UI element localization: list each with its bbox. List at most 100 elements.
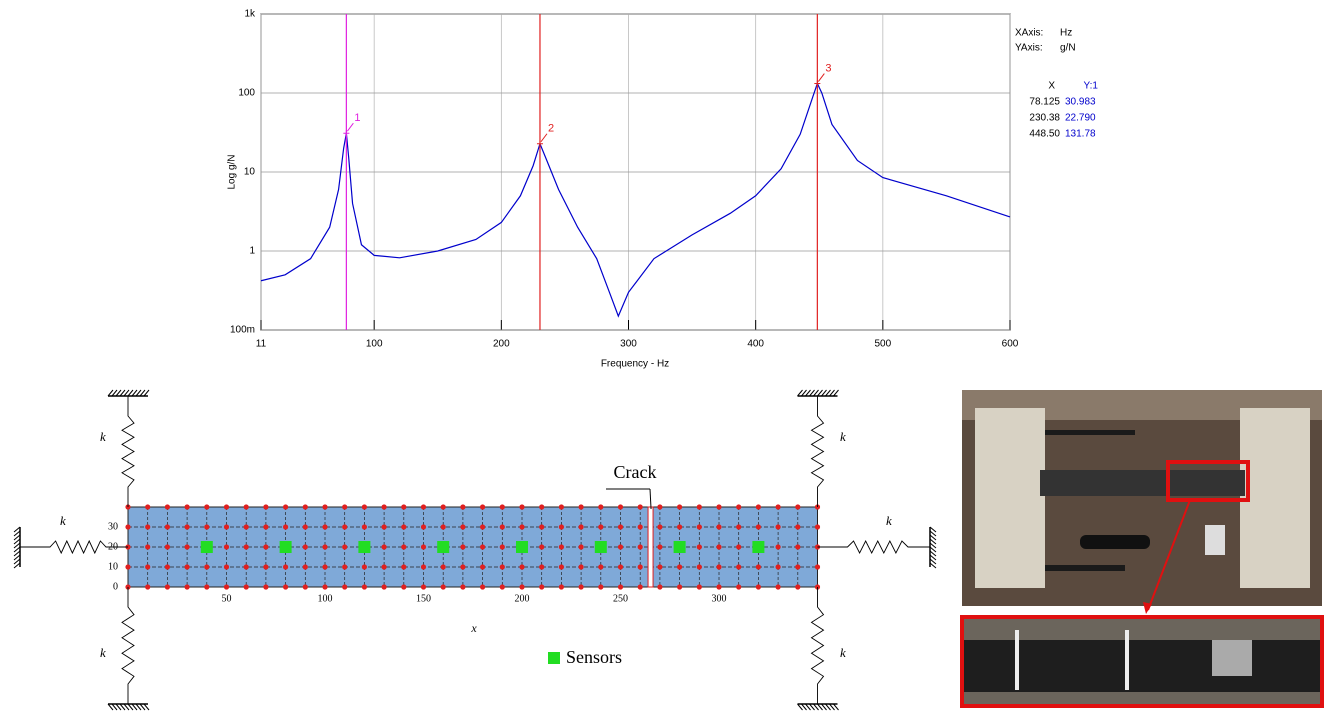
node — [342, 544, 348, 550]
node — [342, 504, 348, 510]
node — [361, 524, 367, 530]
photo — [962, 390, 1322, 614]
node — [617, 584, 624, 590]
node — [263, 584, 269, 590]
node — [381, 564, 387, 570]
ground — [127, 389, 134, 397]
y-tick-label: 30 — [108, 521, 118, 532]
node — [460, 564, 466, 570]
x-tick-label: 11 — [256, 339, 267, 350]
ground — [801, 389, 807, 397]
x-axis-label: x — [470, 621, 477, 635]
node — [539, 564, 545, 570]
ground — [929, 558, 937, 565]
node — [499, 544, 505, 550]
x-axis-label: Frequency - Hz — [601, 359, 669, 370]
photo-zoom — [960, 615, 1324, 708]
node — [204, 524, 210, 530]
node — [696, 564, 702, 570]
ground — [13, 558, 21, 565]
node — [657, 584, 663, 590]
node — [637, 504, 643, 510]
node — [302, 544, 308, 550]
node — [420, 564, 427, 570]
node — [795, 584, 801, 590]
node — [696, 544, 702, 550]
readout-x: 78.125 — [1029, 97, 1060, 108]
x-tick-label: 200 — [515, 593, 530, 604]
node — [519, 504, 525, 510]
node — [558, 524, 565, 530]
node — [480, 544, 486, 550]
marker-label: 1 — [354, 112, 360, 124]
node — [440, 584, 446, 590]
marker-label: 2 — [548, 123, 554, 135]
node — [243, 544, 249, 550]
crack-label: Crack — [614, 462, 657, 482]
node — [401, 584, 407, 590]
node — [440, 504, 446, 510]
ground — [13, 526, 21, 533]
readout-x: 448.50 — [1029, 129, 1060, 140]
node — [716, 584, 722, 590]
ground — [929, 554, 937, 561]
node — [302, 504, 308, 510]
node — [716, 564, 722, 570]
node — [125, 564, 131, 570]
sensor — [673, 541, 686, 553]
node — [775, 524, 781, 530]
node — [696, 504, 702, 510]
spring — [20, 539, 128, 555]
ground — [829, 703, 835, 711]
x-tick-label: 50 — [222, 593, 232, 604]
spring-label: k — [840, 429, 846, 444]
node — [598, 564, 604, 570]
ground — [13, 550, 21, 557]
node — [420, 544, 427, 550]
spring-label: k — [60, 513, 66, 528]
node — [716, 544, 722, 550]
node — [617, 504, 624, 510]
node — [558, 504, 565, 510]
node — [677, 584, 683, 590]
node — [755, 504, 762, 510]
y-tick-label: 100 — [238, 88, 255, 99]
ground — [825, 703, 831, 711]
ground — [135, 703, 142, 711]
node — [263, 544, 269, 550]
ground — [13, 562, 21, 569]
node — [480, 524, 486, 530]
ground — [833, 389, 839, 397]
node — [775, 564, 781, 570]
node — [499, 584, 505, 590]
sensor — [358, 541, 371, 553]
ground — [929, 538, 937, 545]
node — [736, 544, 742, 550]
node — [322, 504, 328, 510]
node — [657, 524, 663, 530]
ground — [107, 389, 114, 397]
node — [480, 584, 486, 590]
node — [539, 524, 545, 530]
ground — [805, 703, 811, 711]
node — [283, 524, 289, 530]
node — [795, 504, 801, 510]
ground — [929, 562, 937, 569]
spring-label: k — [100, 429, 106, 444]
node — [716, 504, 722, 510]
x-tick-label: 250 — [613, 593, 628, 604]
axis-info-key: YAxis: — [1015, 43, 1043, 54]
node — [637, 524, 643, 530]
node — [263, 504, 269, 510]
ground — [929, 546, 937, 553]
node — [184, 584, 190, 590]
node — [657, 544, 663, 550]
x-tick-label: 500 — [874, 339, 891, 350]
node — [617, 544, 624, 550]
node — [322, 584, 328, 590]
node — [795, 544, 801, 550]
marker-leader — [817, 73, 825, 82]
node — [598, 584, 604, 590]
node — [204, 504, 210, 510]
